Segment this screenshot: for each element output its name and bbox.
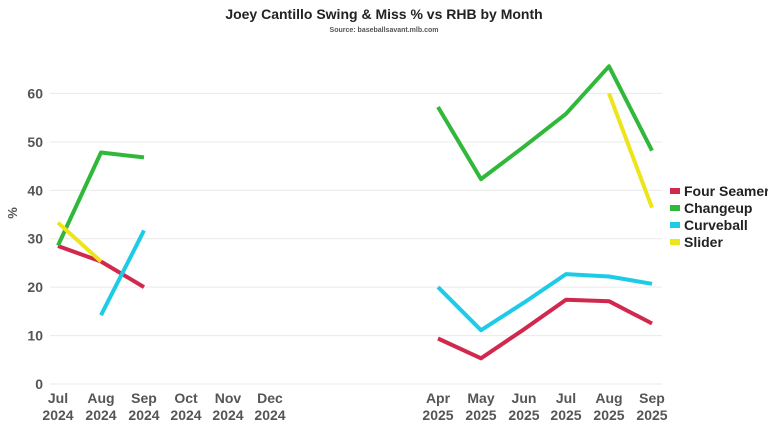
x-tick-label-year: 2024 [212,407,243,423]
x-tick-label-year: 2024 [254,407,285,423]
series-line-slider [607,92,654,209]
x-tick-label-month: Jul [48,390,68,406]
x-tick-label-year: 2025 [508,407,539,423]
series-line-four-seamer [437,297,653,361]
y-tick-label: 30 [27,231,43,247]
x-axis-ticks: Jul2024Aug2024Sep2024Oct2024Nov2024Dec20… [42,390,667,423]
series-line-changeup [436,64,654,182]
y-tick-label: 20 [27,279,43,295]
x-tick-label-month: Dec [257,390,283,406]
legend-label: Slider [684,234,723,250]
x-tick-label-month: Oct [174,390,198,406]
legend-swatch [670,205,680,211]
x-tick-label-year: 2024 [128,407,159,423]
x-tick-label-year: 2024 [42,407,73,423]
x-tick-label-month: May [467,390,494,406]
y-tick-label: 60 [27,85,43,101]
y-tick-label: 50 [27,134,43,150]
x-tick-label-year: 2025 [422,407,453,423]
y-axis-label: % [5,207,20,219]
y-tick-label: 0 [35,376,43,392]
x-tick-label-month: Apr [426,390,451,406]
x-tick-label-month: Jul [556,390,576,406]
x-tick-label-month: Sep [639,390,665,406]
gridlines [50,92,662,385]
x-tick-label-year: 2024 [170,407,201,423]
x-tick-label-month: Jun [512,390,537,406]
legend-swatch [670,239,680,245]
legend-swatch [670,222,680,228]
x-tick-label-month: Nov [215,390,242,406]
y-axis-ticks: 0 10 20 30 40 50 60 [27,85,43,392]
x-tick-label-year: 2025 [636,407,667,423]
legend-label: Curveball [684,217,748,233]
series-line-curveball [436,272,653,333]
x-tick-label-month: Aug [87,390,114,406]
chart-title: Joey Cantillo Swing & Miss % vs RHB by M… [225,6,542,22]
x-tick-label-month: Sep [131,390,157,406]
x-tick-label-year: 2024 [85,407,116,423]
series-line-changeup [56,150,145,247]
y-tick-label: 40 [27,182,43,198]
x-tick-label-month: Aug [595,390,622,406]
legend-label: Changeup [684,200,752,216]
series-lines [56,64,654,361]
series-line-slider [56,221,103,263]
y-tick-label: 10 [27,328,43,344]
legend-swatch [670,188,680,194]
chart-subtitle: Source: baseballsavant.mlb.com [330,27,439,34]
x-tick-label-year: 2025 [550,407,581,423]
legend-label: Four Seamer [684,183,768,199]
x-tick-label-year: 2025 [593,407,624,423]
series-line-curveball [99,229,146,317]
x-tick-label-year: 2025 [465,407,496,423]
